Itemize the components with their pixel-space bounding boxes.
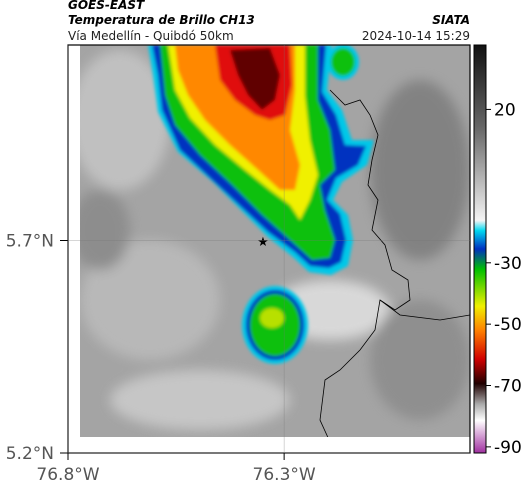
location-marker: ★ <box>257 235 269 250</box>
title: GOES-EAST <box>68 0 145 12</box>
colorbar-tick-label: -70 <box>494 377 522 397</box>
subtitle: Temperatura de Brillo CH13 <box>68 13 255 27</box>
colorbar <box>473 44 487 454</box>
y-tick-label: 5.7°N <box>6 232 54 252</box>
source: SIATA <box>432 13 470 27</box>
y-tick-label: 5.2°N <box>6 444 54 464</box>
colorbar-tick-label: 20 <box>494 100 516 120</box>
colorbar-tick-label: -90 <box>494 438 522 458</box>
timestamp: 2024-10-14 15:29 <box>362 29 470 43</box>
colorbar-tick-label: -50 <box>494 315 522 335</box>
x-tick-label: 76.3°W <box>253 465 316 485</box>
satellite-image <box>80 45 470 437</box>
route: Vía Medellín - Quibdó 50km <box>68 29 234 43</box>
x-tick-label: 76.8°W <box>36 465 99 485</box>
colorbar-tick-label: -30 <box>494 254 522 274</box>
